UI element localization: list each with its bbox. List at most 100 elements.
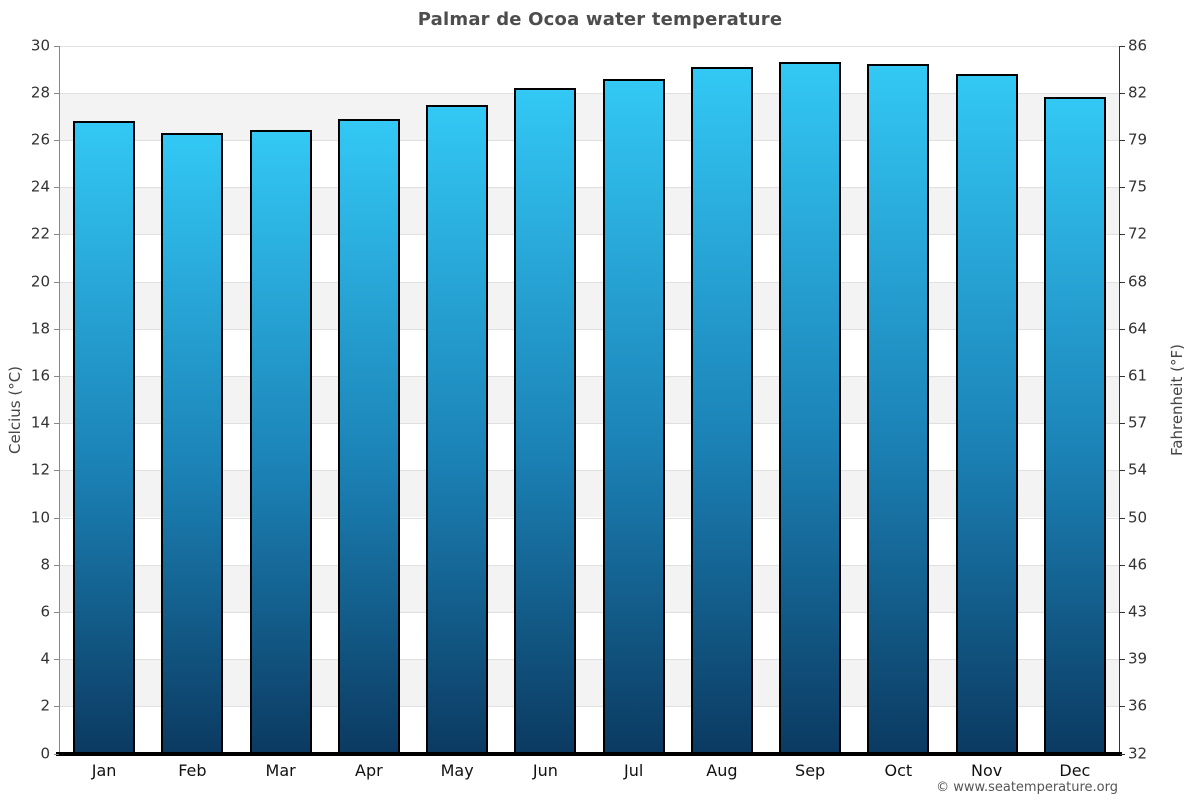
fahrenheit-tick-mark bbox=[1120, 706, 1125, 708]
fahrenheit-tick-mark bbox=[1120, 564, 1125, 566]
fahrenheit-tick-label: 64 bbox=[1128, 319, 1148, 338]
celsius-tick-mark bbox=[54, 611, 59, 613]
month-label-aug: Aug bbox=[706, 761, 738, 780]
celsius-tick-mark bbox=[54, 564, 59, 566]
fahrenheit-tick-mark bbox=[1120, 281, 1125, 283]
bar-sep bbox=[779, 62, 842, 754]
fahrenheit-tick-mark bbox=[1120, 45, 1125, 47]
gridline bbox=[60, 328, 1119, 330]
background-band bbox=[60, 281, 1119, 329]
celsius-tick-label: 4 bbox=[40, 649, 50, 668]
celsius-tick-label: 0 bbox=[40, 744, 50, 762]
background-band bbox=[60, 423, 1119, 471]
fahrenheit-tick-mark bbox=[1120, 659, 1125, 661]
fahrenheit-tick-mark bbox=[1120, 517, 1125, 519]
celsius-tick-label: 16 bbox=[30, 366, 50, 385]
gridline bbox=[60, 234, 1119, 236]
month-label-oct: Oct bbox=[884, 761, 913, 780]
celsius-tick-mark bbox=[54, 234, 59, 236]
fahrenheit-tick-label: 72 bbox=[1128, 224, 1148, 243]
bar-jul bbox=[602, 78, 665, 754]
bar-dec bbox=[1043, 97, 1106, 754]
gridline bbox=[60, 139, 1119, 141]
background-band bbox=[60, 92, 1119, 140]
fahrenheit-tick-mark bbox=[1120, 611, 1125, 613]
celsius-tick-mark bbox=[54, 45, 59, 47]
gridline bbox=[60, 706, 1119, 708]
background-band bbox=[60, 375, 1119, 424]
month-label-may: May bbox=[440, 761, 474, 780]
bar-may bbox=[426, 104, 489, 754]
celsius-tick-mark bbox=[54, 706, 59, 708]
fahrenheit-tick-label: 86 bbox=[1128, 36, 1148, 54]
fahrenheit-tick-label: 61 bbox=[1128, 366, 1148, 385]
celsius-tick-label: 14 bbox=[30, 413, 50, 432]
celsius-tick-mark bbox=[54, 659, 59, 661]
background-band bbox=[60, 564, 1119, 612]
celsius-tick-mark bbox=[54, 328, 59, 330]
background-band bbox=[60, 234, 1119, 282]
celsius-tick-mark bbox=[54, 139, 59, 141]
celsius-tick-label: 10 bbox=[30, 508, 50, 526]
background-band bbox=[60, 187, 1119, 235]
fahrenheit-tick-mark bbox=[1120, 187, 1125, 189]
bar-jun bbox=[514, 87, 577, 754]
month-label-feb: Feb bbox=[178, 761, 207, 780]
gridline bbox=[60, 375, 1119, 377]
background-band bbox=[60, 328, 1119, 376]
fahrenheit-tick-mark bbox=[1120, 423, 1125, 425]
celsius-tick-label: 24 bbox=[30, 177, 50, 196]
fahrenheit-tick-mark bbox=[1120, 92, 1125, 94]
bar-apr bbox=[337, 118, 400, 754]
month-label-sep: Sep bbox=[795, 761, 826, 780]
background-band bbox=[60, 659, 1119, 707]
celsius-tick-mark bbox=[54, 470, 59, 472]
y-axis-left-line bbox=[59, 45, 60, 754]
celsius-tick-mark bbox=[54, 92, 59, 94]
gridline bbox=[60, 92, 1119, 94]
celsius-tick-mark bbox=[54, 423, 59, 425]
celsius-tick-label: 26 bbox=[30, 130, 50, 149]
x-axis-line bbox=[56, 751, 1122, 756]
bar-jan bbox=[73, 121, 136, 754]
gridline bbox=[60, 281, 1119, 283]
month-label-nov: Nov bbox=[971, 761, 1003, 780]
fahrenheit-tick-label: 79 bbox=[1128, 130, 1148, 149]
gridline bbox=[60, 45, 1119, 47]
fahrenheit-axis-title: Fahrenheit (°F) bbox=[1168, 344, 1186, 456]
y-axis-right-line bbox=[1119, 45, 1120, 754]
fahrenheit-tick-mark bbox=[1120, 375, 1125, 377]
fahrenheit-tick-label: 57 bbox=[1128, 413, 1148, 432]
celsius-tick-label: 20 bbox=[30, 272, 50, 290]
celsius-tick-label: 6 bbox=[40, 602, 50, 621]
celsius-tick-label: 8 bbox=[40, 555, 50, 574]
celsius-tick-mark bbox=[54, 375, 59, 377]
fahrenheit-tick-mark bbox=[1120, 328, 1125, 330]
gridline bbox=[60, 659, 1119, 661]
month-label-jan: Jan bbox=[91, 761, 117, 780]
bar-aug bbox=[690, 66, 753, 754]
fahrenheit-tick-label: 36 bbox=[1128, 696, 1148, 715]
fahrenheit-tick-label: 43 bbox=[1128, 602, 1148, 621]
gridline bbox=[60, 517, 1119, 519]
fahrenheit-tick-label: 82 bbox=[1128, 83, 1148, 102]
chart-title: Palmar de Ocoa water temperature bbox=[417, 9, 783, 30]
celsius-tick-label: 2 bbox=[40, 696, 50, 715]
fahrenheit-tick-label: 32 bbox=[1128, 744, 1148, 762]
bar-mar bbox=[249, 130, 312, 754]
celsius-tick-mark bbox=[54, 281, 59, 283]
gridline bbox=[60, 187, 1119, 189]
background-band bbox=[60, 470, 1119, 518]
background-band bbox=[60, 611, 1119, 660]
gridline bbox=[60, 470, 1119, 472]
month-label-jul: Jul bbox=[623, 761, 644, 780]
celsius-tick-label: 30 bbox=[30, 36, 50, 54]
fahrenheit-tick-label: 54 bbox=[1128, 460, 1148, 479]
background-band bbox=[60, 139, 1119, 188]
background-band bbox=[60, 45, 1119, 93]
background-band bbox=[60, 706, 1119, 754]
fahrenheit-tick-mark bbox=[1120, 470, 1125, 472]
fahrenheit-tick-label: 46 bbox=[1128, 555, 1148, 574]
celsius-tick-mark bbox=[54, 753, 59, 755]
